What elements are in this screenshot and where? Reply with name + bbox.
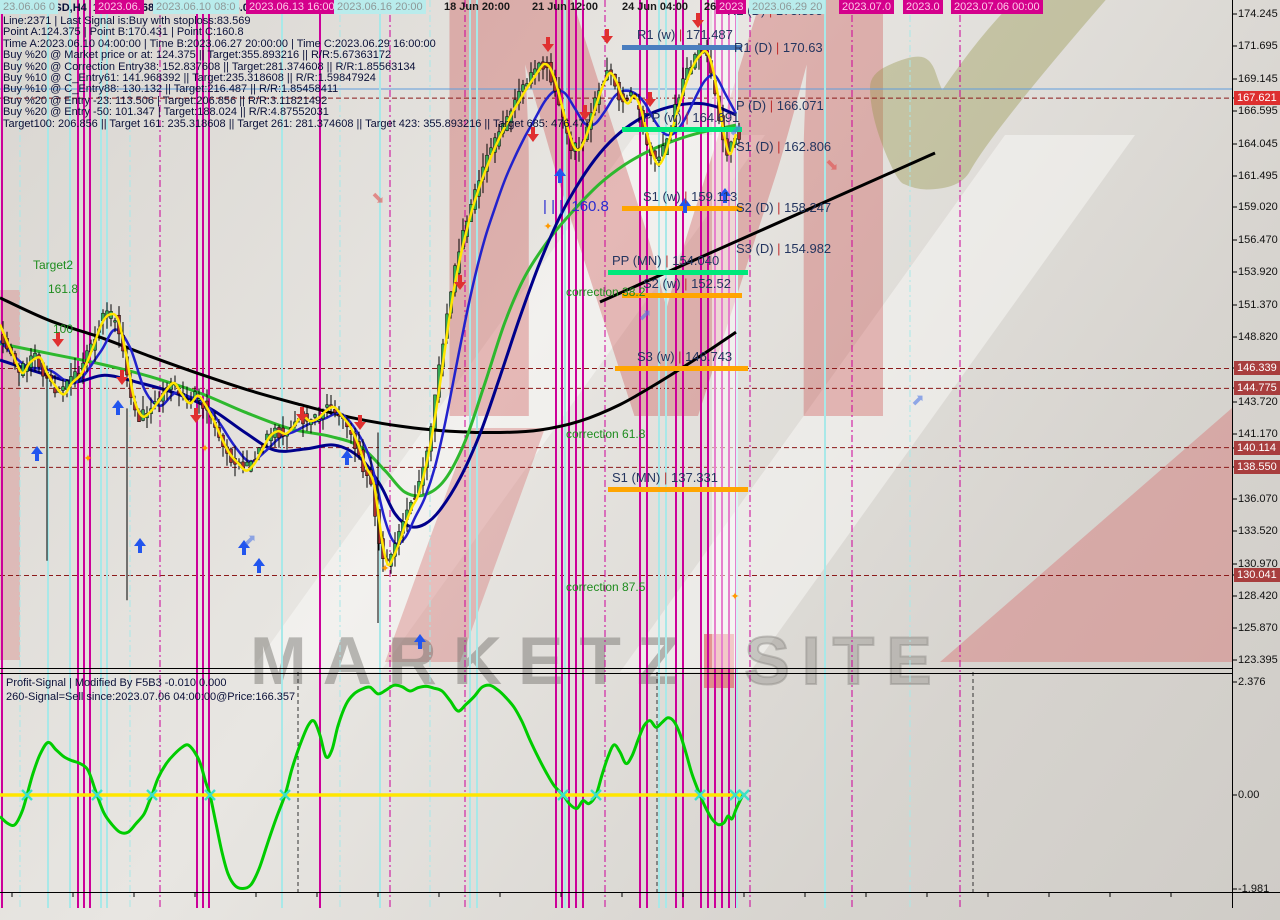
price-axis-label[interactable]: 148.820 bbox=[1238, 331, 1278, 343]
time-axis-label[interactable]: 21 Jun 12:00 bbox=[532, 1, 599, 13]
price-axis-label[interactable]: 161.495 bbox=[1238, 170, 1278, 182]
time-axis-label[interactable]: 26 bbox=[704, 1, 717, 13]
pivot-label-s3-w-: S3 (w) | 146.743 bbox=[637, 349, 733, 364]
pivot-label-r1-d-: R1 (D) | 170.63 bbox=[734, 40, 823, 55]
window-separator[interactable] bbox=[0, 673, 1232, 674]
fib-correction-label: correction 38.2 bbox=[566, 285, 646, 299]
signal-info-line: Buy %10 @ C_Entry61: 141.968392 || Targe… bbox=[3, 72, 376, 84]
time-axis-label[interactable]: 2023.07.06 00:00 bbox=[951, 0, 1043, 14]
price-axis-label[interactable]: 164.045 bbox=[1238, 138, 1278, 150]
price-axis-label[interactable]: 151.370 bbox=[1238, 299, 1278, 311]
pivot-label-s1-mn-: S1 (MN) | 137.331 bbox=[612, 470, 718, 485]
price-axis-label[interactable]: 156.470 bbox=[1238, 234, 1278, 246]
indicator-axis-label[interactable]: 0.00 bbox=[1238, 789, 1260, 801]
time-axis-label[interactable]: 2023.06.29 20 bbox=[749, 0, 826, 14]
signal-info-line: Point A:124.375 | Point B:170.431 | Poin… bbox=[3, 26, 244, 39]
time-axis-border bbox=[0, 892, 1280, 893]
signal-info-line: Target100: 206.856 || Target 161: 235.31… bbox=[3, 117, 591, 130]
fib-correction-label: 100 bbox=[53, 322, 74, 336]
price-axis-badge: 167.621 bbox=[1234, 91, 1280, 105]
price-axis-label[interactable]: 136.070 bbox=[1238, 493, 1278, 505]
time-axis-label[interactable]: 2023.0 bbox=[903, 0, 943, 14]
price-axis-label[interactable]: 169.145 bbox=[1238, 73, 1278, 85]
pivot-label-s2-w-: S2 (w) | 152.52 bbox=[643, 276, 731, 291]
indicator-signal-line: 260-Signal=Sell since:2023.07.06 04:00:0… bbox=[6, 691, 296, 703]
indicator-axis-label[interactable]: -1.981 bbox=[1238, 883, 1270, 895]
price-axis-label[interactable]: 128.420 bbox=[1238, 590, 1278, 602]
pivot-label-s1-d-: S1 (D) | 162.806 bbox=[736, 139, 832, 154]
watermark-shape bbox=[0, 290, 20, 660]
signal-info-line: Buy %20 @ Entry -50: 101.347 | Target:18… bbox=[3, 106, 329, 119]
price-axis-label[interactable]: 130.970 bbox=[1238, 558, 1278, 570]
fib-correction-label: 161.8 bbox=[48, 282, 79, 296]
signal-info-line: Line:2371 | Last Signal is:Buy with stop… bbox=[3, 15, 251, 27]
price-axis-badge: 146.339 bbox=[1234, 361, 1280, 375]
pivot-label-pp-mn-: PP (MN) | 154.040 bbox=[612, 253, 720, 268]
indicator-subwindow[interactable] bbox=[0, 674, 1232, 892]
signal-info-line: Buy %20 @ Market price or at: 124.375 ||… bbox=[3, 49, 392, 62]
price-axis-label[interactable]: 174.245 bbox=[1238, 8, 1278, 20]
price-axis-border bbox=[1232, 0, 1233, 908]
price-axis-label[interactable]: 159.020 bbox=[1238, 201, 1278, 213]
fib-correction-label: correction 61.8 bbox=[566, 427, 646, 441]
time-axis-label[interactable]: 2023.06.16 20:00 bbox=[334, 0, 426, 14]
time-axis-label[interactable]: 2023 bbox=[716, 0, 747, 14]
pivot-label-s3-d-: S3 (D) | 154.982 bbox=[736, 241, 832, 256]
signal-info-line: Buy %10 @ C_Entry88: 130.132 || Target:2… bbox=[3, 83, 339, 96]
pivot-label-p-d-: P (D) | 166.071 bbox=[736, 98, 824, 113]
price-axis-label[interactable]: 125.870 bbox=[1238, 622, 1278, 634]
time-axis-label[interactable]: 2023.06. bbox=[95, 0, 144, 14]
price-axis-badge: 130.041 bbox=[1234, 568, 1280, 582]
time-axis-label[interactable]: 23.06.06 0 bbox=[0, 0, 58, 14]
price-axis-badge: 138.550 bbox=[1234, 460, 1280, 474]
time-axis-label[interactable]: 2023.06.10 08:0 bbox=[153, 0, 239, 14]
fib-correction-label: correction 87.5 bbox=[566, 580, 646, 594]
price-axis-badge: 140.114 bbox=[1234, 441, 1280, 455]
time-axis-label[interactable]: 2023.06.13 16:00 bbox=[246, 0, 338, 14]
time-axis-label[interactable]: 2023.07.0 bbox=[839, 0, 894, 14]
pivot-label-r1-w-: R1 (w) | 171.487 bbox=[637, 27, 733, 42]
price-axis-label[interactable]: 166.595 bbox=[1238, 105, 1278, 117]
time-axis-label[interactable]: 24 Jun 04:00 bbox=[622, 1, 689, 13]
signal-info-line: Time A:2023.06.10 04:00:00 | Time B:2023… bbox=[3, 37, 436, 50]
price-axis-label[interactable]: 133.520 bbox=[1238, 525, 1278, 537]
point-c-price-label: | | | 160.8 bbox=[543, 198, 609, 215]
price-axis-label[interactable]: 141.170 bbox=[1238, 428, 1278, 440]
price-axis-label[interactable]: 171.695 bbox=[1238, 40, 1278, 52]
watermark-check-icon: ✔ bbox=[830, 0, 1166, 303]
price-axis-label[interactable]: 143.720 bbox=[1238, 396, 1278, 408]
time-axis-label[interactable]: 18 Jun 20:00 bbox=[444, 1, 511, 13]
indicator-title: Profit-Signal | Modified By F5B3 -0.010 … bbox=[6, 677, 227, 689]
price-axis-badge: 144.775 bbox=[1234, 381, 1280, 395]
pivot-label-pp-w-: PP (w) | 164.691 bbox=[643, 110, 740, 125]
fib-correction-label: Target2 bbox=[33, 258, 74, 272]
pivot-label-s2-d-: S2 (D) | 158.247 bbox=[736, 200, 832, 215]
price-axis-label[interactable]: 153.920 bbox=[1238, 266, 1278, 278]
pivot-label-s1-w-: S1 (w) | 159.113 bbox=[643, 189, 738, 204]
price-axis-label[interactable]: 123.395 bbox=[1238, 654, 1278, 666]
window-separator[interactable] bbox=[0, 668, 1232, 669]
signal-info-line: Buy %20 @ Correction Entry38: 152.837608… bbox=[3, 60, 416, 73]
signal-info-line: Buy %20 @ Entry -23: 113.506 | Target:20… bbox=[3, 94, 328, 107]
indicator-axis-label[interactable]: 2.376 bbox=[1238, 676, 1266, 688]
